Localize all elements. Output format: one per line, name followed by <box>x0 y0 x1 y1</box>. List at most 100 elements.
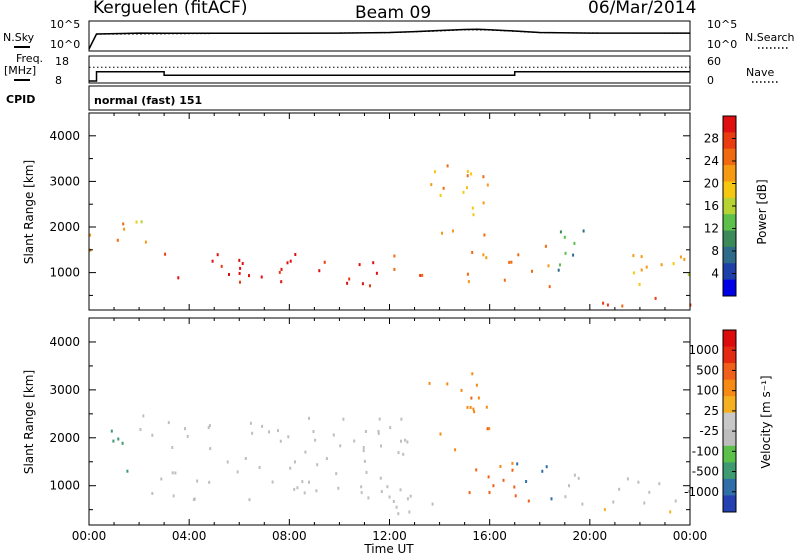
scatter-cell <box>428 381 431 385</box>
scatter-cell <box>208 424 211 428</box>
scatter-cell <box>419 274 422 277</box>
colorbar-tick-label: 1000 <box>688 343 719 357</box>
power-colorbar: 28 24 20 16 12 8 4 <box>704 115 737 297</box>
freq-tick-bottom: 8 <box>55 74 62 87</box>
scatter-cell <box>573 241 576 245</box>
scatter-cell <box>280 280 283 284</box>
scatter-cell <box>167 421 170 425</box>
scatter-cell <box>360 491 363 495</box>
scatter-cell <box>211 259 214 263</box>
scatter-cell <box>564 251 567 255</box>
scatter-cell <box>517 253 520 257</box>
scatter-cell <box>654 296 657 300</box>
scatter-cell <box>632 254 635 258</box>
scatter-cell <box>171 471 174 475</box>
time-tick-label: 00:00 <box>72 529 107 543</box>
time-tick-label: 00:00 <box>673 529 708 543</box>
scatter-cell <box>318 269 321 273</box>
scatter-cell <box>434 170 436 174</box>
scatter-cell <box>547 264 550 268</box>
scatter-cell <box>339 444 342 448</box>
scatter-cell <box>286 261 289 265</box>
scatter-cell <box>421 273 424 277</box>
scatter-cell <box>472 407 475 411</box>
xaxis-title: Time UT <box>363 542 414 554</box>
scatter-cell <box>377 431 380 435</box>
time-tick-label: 20:00 <box>573 529 608 543</box>
scatter-cell <box>441 231 443 235</box>
colorbar-swatch <box>723 412 736 430</box>
scatter-cell <box>378 417 381 421</box>
velocity-colorbar: 1000 500 100 25 -25 -100 -500 -1000 <box>684 329 737 513</box>
scatter-cell <box>89 233 92 237</box>
scatter-cell <box>473 410 476 414</box>
scatter-cell <box>674 499 677 503</box>
scatter-cell <box>337 486 340 490</box>
scatter-cell <box>660 263 663 267</box>
colorbar-swatch <box>723 346 736 364</box>
cpid-row: CPID normal (fast) 151 <box>6 85 691 111</box>
scatter-cell <box>486 427 489 431</box>
colorbar-swatch <box>723 263 736 281</box>
scatter-cell <box>485 405 488 409</box>
scatter-cell <box>335 472 338 476</box>
scatter-cell <box>112 439 115 443</box>
scatter-cell <box>470 396 473 400</box>
colorbar-tick-label: 28 <box>704 132 719 146</box>
scatter-cell <box>393 267 396 271</box>
scatter-cell <box>377 429 380 433</box>
scatter-cell <box>238 258 241 262</box>
scatter-cell <box>602 301 605 305</box>
scatter-cell <box>548 285 551 289</box>
scatter-cell <box>126 469 129 473</box>
scatter-cell <box>372 261 375 265</box>
scatter-cell <box>294 253 297 256</box>
scatter-cell <box>122 222 125 226</box>
scatter-cell <box>557 268 560 272</box>
nsky-series <box>88 28 690 50</box>
nsky-tick-top: 10^5 <box>50 18 80 31</box>
scatter-cell <box>375 271 378 275</box>
colorbar-swatch <box>723 214 736 232</box>
scatter-cell <box>439 193 442 197</box>
scatter-cell <box>475 383 478 387</box>
scatter-cell <box>544 244 547 248</box>
scatter-cell <box>389 426 392 430</box>
scatter-cell <box>361 282 364 286</box>
scatter-cell <box>293 487 296 491</box>
station-title: Kerguelen (fitACF) <box>93 0 247 18</box>
scatter-cell <box>116 238 119 242</box>
scatter-cell <box>196 479 199 483</box>
nsearch-series <box>88 29 691 50</box>
scatter-cell <box>559 230 562 234</box>
scatter-cell <box>279 439 282 443</box>
scatter-cell <box>564 495 567 499</box>
scatter-cell <box>640 268 643 272</box>
scatter-cell <box>462 190 465 194</box>
power-xaxis-ticks <box>88 113 691 310</box>
scatter-cell <box>304 450 307 454</box>
scatter-cell <box>439 432 442 436</box>
scatter-cell <box>296 486 299 490</box>
scatter-cell <box>110 429 113 433</box>
scatter-cell <box>303 491 306 495</box>
noise-frame <box>88 20 691 52</box>
freq-series <box>89 71 690 82</box>
scatter-cell <box>402 452 405 456</box>
velocity-xaxis-ticks <box>88 318 691 525</box>
colorbar-tick-label: 20 <box>704 177 719 191</box>
scatter-cell <box>640 255 643 259</box>
scatter-cell <box>471 206 474 210</box>
scatter-cell <box>621 304 624 308</box>
scatter-cell <box>397 512 400 516</box>
colorbar-swatch <box>723 330 736 348</box>
power-frame <box>88 112 691 311</box>
freq-panel: Freq. [MHz] 18 8 60 0 Nave <box>4 52 778 87</box>
scatter-cell <box>516 462 519 466</box>
colorbar-swatch <box>723 445 736 463</box>
scatter-cell <box>216 253 219 257</box>
scatter-cell <box>301 480 304 484</box>
scatter-cell <box>603 508 606 512</box>
scatter-cell <box>312 430 315 433</box>
scatter-cell <box>466 169 469 173</box>
